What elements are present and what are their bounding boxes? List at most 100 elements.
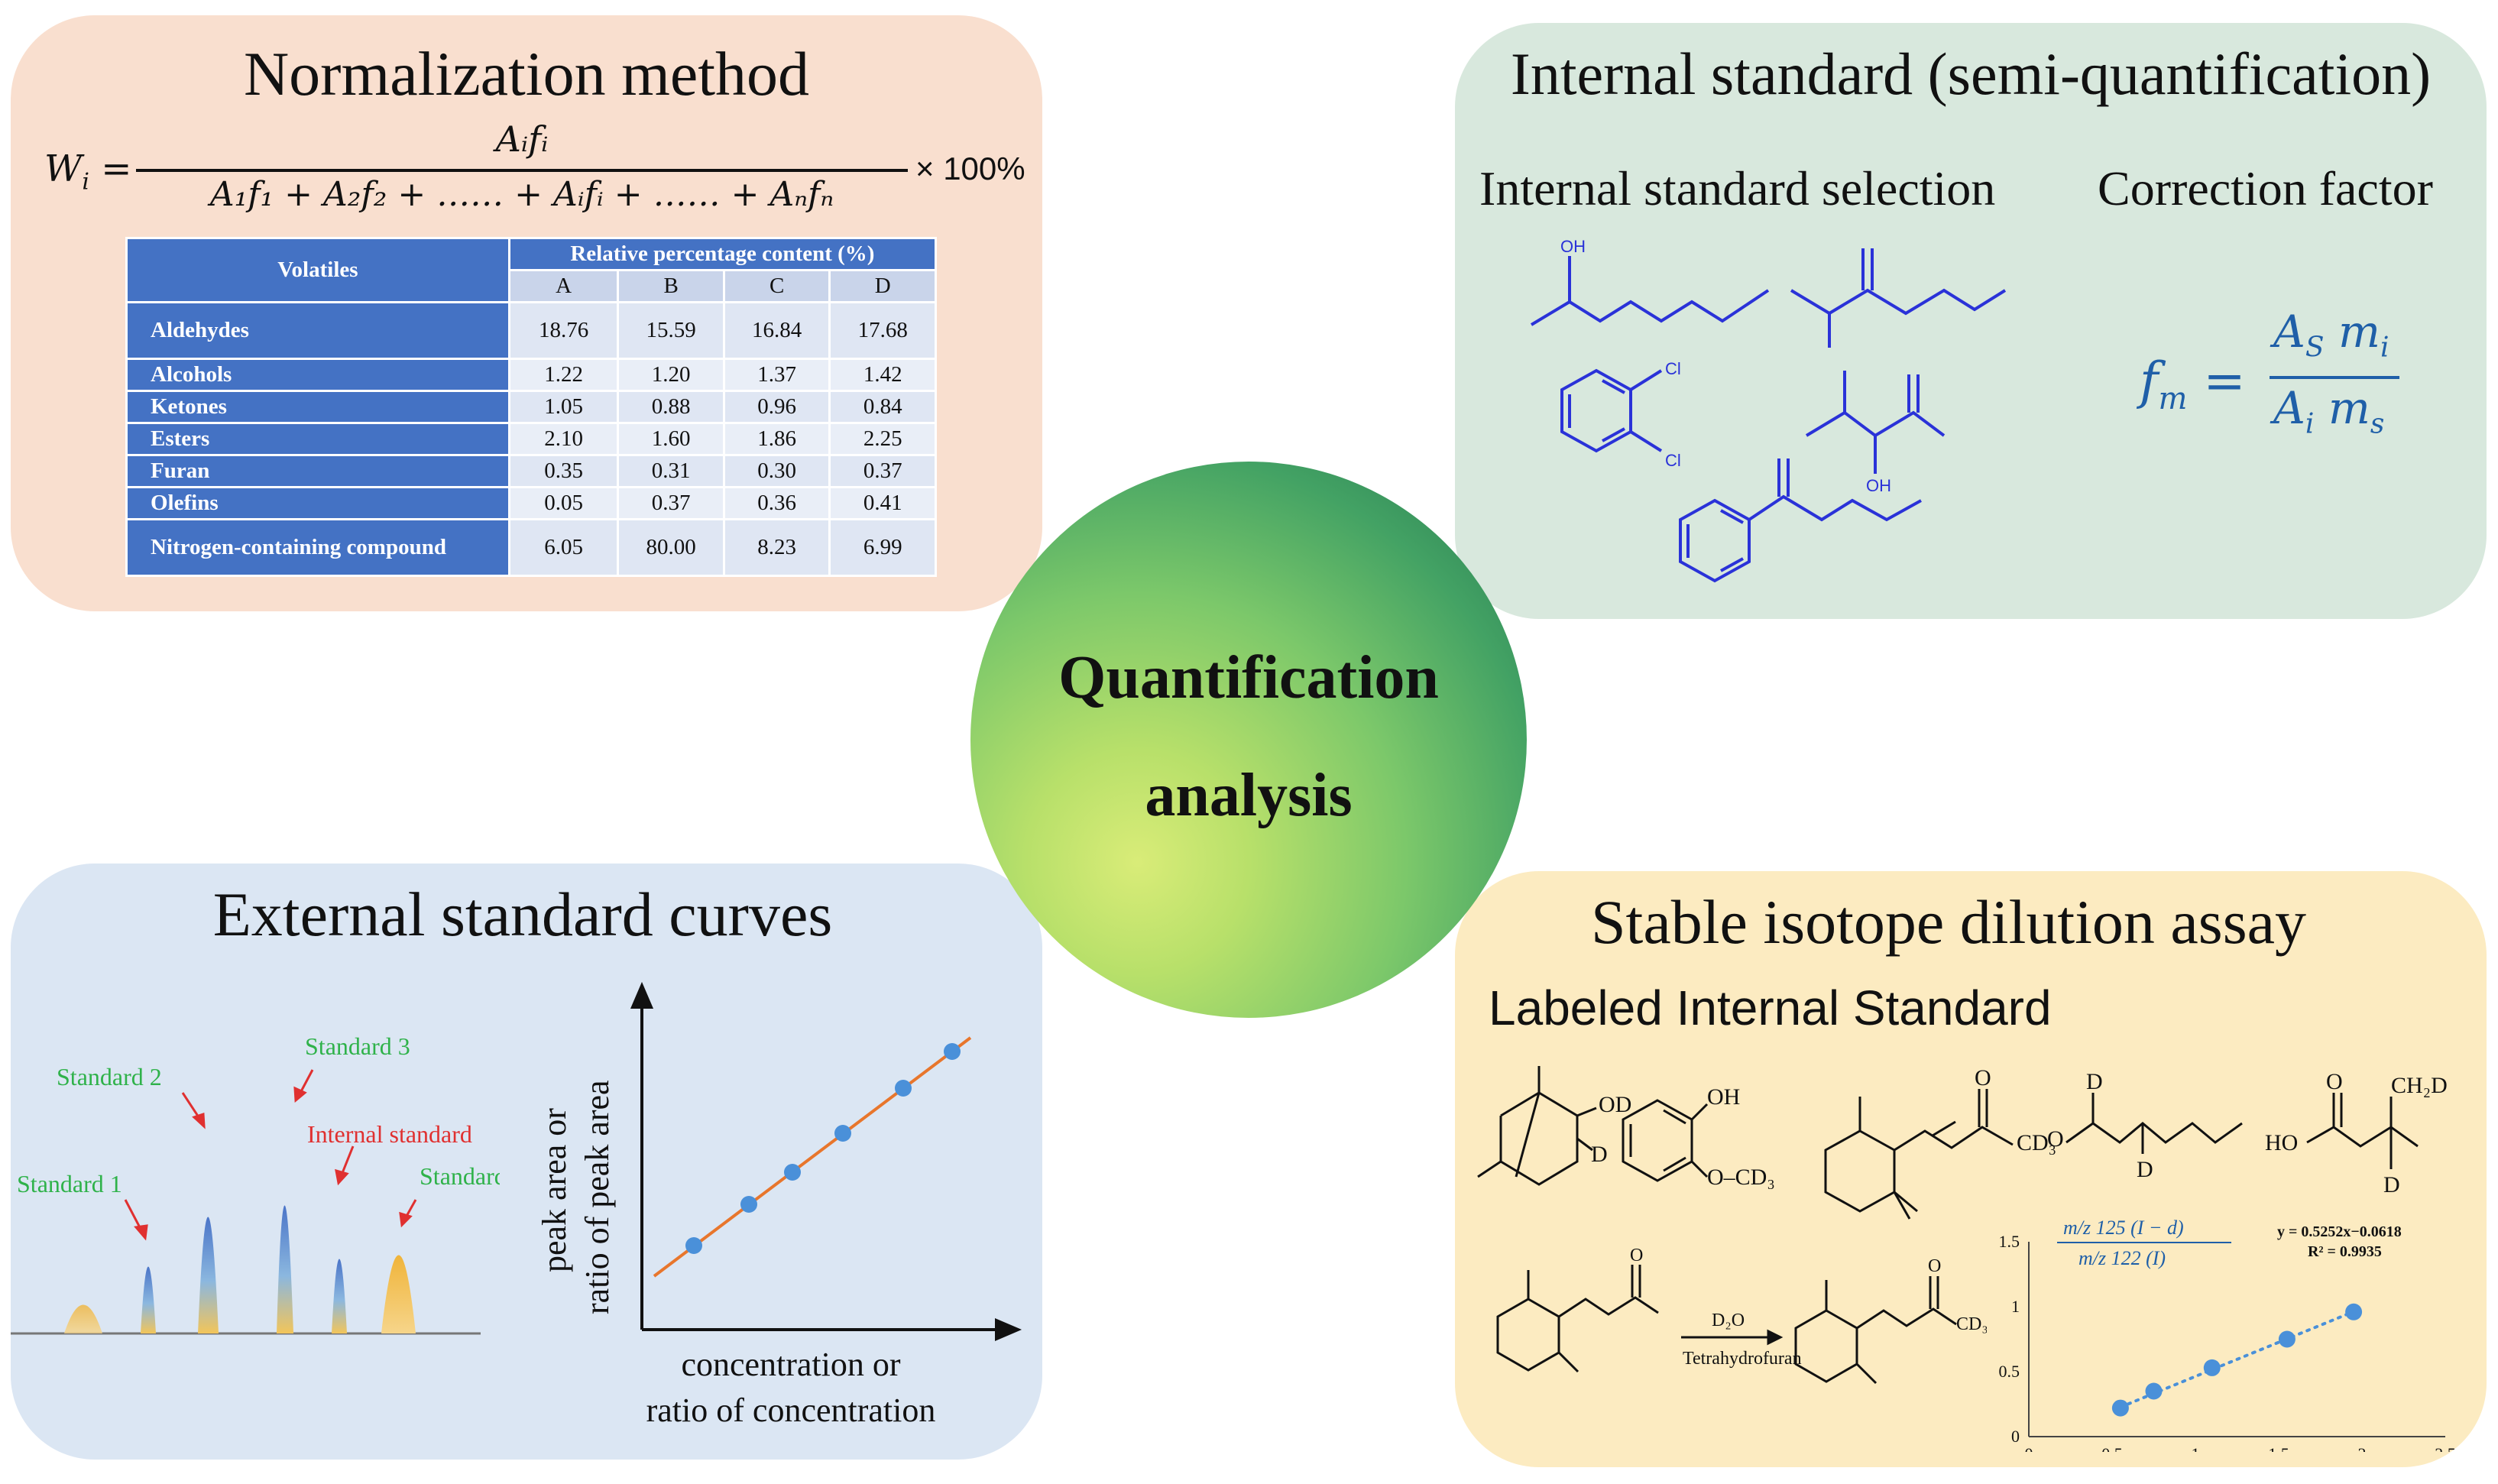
iso-data-point [2145,1382,2163,1400]
solvent-label: Tetrahydrofuran [1683,1349,1802,1369]
iso-y-tick-label: 1 [2011,1297,2020,1316]
iso-x-tick-label: 2.5 [2435,1444,2456,1452]
cell: 1.05 [507,390,620,424]
ionone-product-structure [1794,1309,1858,1383]
formula-suffix: × 100% [915,151,1025,186]
correction-formula-numerator: AS mi [2273,306,2389,364]
row-label: Aldehydes [125,301,510,360]
label-od: OD [1599,1092,1631,1117]
isotope-title: Stable isotope dilution assay [1590,887,2307,957]
correction-formula-lhs: fm = [2140,352,2246,417]
label-internal-standard: Internal standard [307,1120,472,1148]
label-d2: D [2086,1069,2103,1094]
cell: 2.25 [828,422,937,456]
label-standard1: Standard 1 [17,1170,122,1197]
peak-standard2 [198,1217,219,1333]
labeled-structures-row: OD D OH O–CD₃ O CD₃ O D D HO O CH₂D D [1477,1065,2448,1220]
iso-y-tick-label: 0 [2011,1427,2020,1446]
cell: 1.42 [828,358,937,392]
chromatogram: Standard 1 Standard 2 Standard 3 Interna… [11,1032,500,1335]
cell: 15.59 [617,301,725,360]
cell: 0.36 [722,486,831,520]
row-label: Nitrogen-containing compound [125,518,510,577]
iso-y-tick-label: 1.5 [1999,1232,2020,1251]
guaiacol-d3-structure [1622,1099,1693,1182]
nonadienal-d2-structure [2065,1122,2243,1144]
row-label: Ketones [125,390,510,424]
row-label: Alcohols [125,358,510,392]
center-title-line1: Quantification [1058,644,1439,711]
table-row: Olefins 0.05 0.37 0.36 0.41 [125,486,937,520]
iso-x-tick-label: 1 [2192,1444,2200,1452]
label-d4: D [2383,1172,2400,1197]
label-ocd3: O–CD₃ [1707,1165,1775,1190]
borneol-d-structure [1499,1091,1579,1186]
regression-r2: R² = 0.9935 [2308,1243,2382,1260]
cell: 1.37 [722,358,831,392]
calibration-ylabel-line2: ratio of peak area [578,1080,616,1314]
label-standard4: Standard 4 [420,1162,500,1190]
table-row: Ketones 1.05 0.88 0.96 0.84 [125,390,937,424]
table-row: Nitrogen-containing compound 6.05 80.00 … [125,518,937,577]
table-row: Aldehydes 18.76 15.59 16.84 17.68 [125,301,937,360]
cell: 16.84 [722,301,831,360]
dichlorobenzene-structure [1560,368,1632,453]
deuteration-reaction: O D₂O Tetrahydrofuran O CD₃ [1496,1246,1987,1385]
row-label: Olefins [125,486,510,520]
peak-standard3 [277,1205,293,1333]
label-cd3: CD₃ [2017,1130,2056,1155]
iso-data-point [2111,1399,2129,1417]
formula-numerator: Aᵢfᵢ [495,118,549,160]
formula-lhs: Wi = [44,147,132,196]
calibration-curve: peak area or ratio of peak area concentr… [536,981,1022,1429]
iso-data-point [2203,1359,2221,1376]
label-o-reactant: O [1630,1246,1643,1265]
cell: 0.30 [722,454,831,488]
struct-label-cl1: Cl [1665,359,1681,378]
cell: 0.96 [722,390,831,424]
iso-data-point [2345,1303,2363,1320]
table-col-volatiles: Volatiles [125,237,510,303]
table-col-a: A [507,269,620,303]
iso-x-tick-label: 0 [2025,1444,2033,1452]
row-label: Furan [125,454,510,488]
ionone-d3-structure [1824,1129,1896,1213]
label-standard2: Standard 2 [57,1063,162,1090]
reagent-label: D₂O [1712,1311,1745,1330]
struct-label-oh2: OH [1866,476,1891,495]
cell: 6.99 [828,518,937,577]
label-d1: D [1591,1142,1608,1167]
hydroxyketone-structure [1805,410,1946,438]
cell: 8.23 [722,518,831,577]
ratio-denominator: m/z 122 (I) [2078,1247,2166,1269]
correction-label: Correction factor [2098,161,2433,215]
iso-x-tick-label: 0.5 [2101,1444,2123,1452]
peak-internal [332,1259,347,1333]
table-col-d: D [828,269,937,303]
peak-small [64,1304,102,1333]
label-o-aldehyde: O [2047,1126,2064,1152]
correction-fraction-bar [2270,376,2399,379]
calibration-point [784,1164,801,1181]
row-label: Esters [125,422,510,456]
label-o-product: O [1928,1256,1941,1276]
calibration-xlabel-line2: ratio of concentration [646,1392,936,1429]
calibration-xlabel-line1: concentration or [681,1346,900,1383]
table-row: Alcohols 1.22 1.20 1.37 1.42 [125,358,937,392]
correction-formula: fm = AS mi Ai ms [2132,306,2422,458]
cell: 6.05 [507,518,620,577]
struct-label-oh: OH [1560,237,1586,256]
cell: 0.88 [617,390,725,424]
label-cd3-product: CD₃ [1956,1314,1987,1334]
internal-standard-panel [1455,23,2487,619]
iso-data-point [2278,1330,2296,1348]
label-o-acid: O [2326,1069,2343,1094]
calibration-point [834,1125,851,1142]
calibration-point [685,1237,702,1254]
cell: 0.35 [507,454,620,488]
isotope-dilution-panel [1455,871,2487,1467]
peak-standard4 [381,1255,416,1333]
cell: 1.20 [617,358,725,392]
selection-label: Internal standard selection [1479,161,1996,215]
center-title-line2: analysis [1145,762,1353,829]
